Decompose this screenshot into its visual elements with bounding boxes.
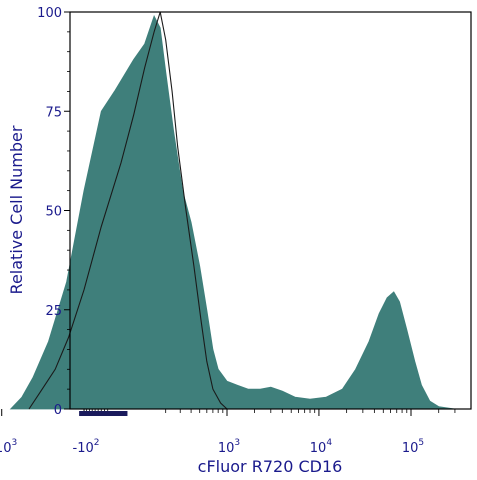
histogram-area-0 bbox=[9, 14, 455, 410]
y-tick-label: 0 bbox=[54, 403, 62, 418]
y-tick-label: 100 bbox=[37, 6, 62, 21]
x-tick-label: 104 bbox=[310, 438, 333, 456]
x-tick-label: -103 bbox=[0, 438, 17, 456]
x-zero-region-marker bbox=[79, 411, 128, 416]
y-tick-label: 75 bbox=[45, 105, 62, 120]
x-axis-ticks: -103 -102 103 104 105 bbox=[0, 409, 456, 456]
y-tick-label: 50 bbox=[45, 205, 62, 220]
y-axis-title: Relative Cell Number bbox=[7, 125, 26, 294]
x-axis-title: cFluor R720 CD16 bbox=[198, 457, 343, 476]
x-tick-label: -102 bbox=[73, 438, 100, 456]
y-axis-ticks: 0 25 50 75 100 bbox=[37, 6, 70, 418]
y-tick-label: 25 bbox=[45, 304, 62, 319]
x-tick-label: 105 bbox=[402, 438, 424, 456]
x-tick-label: 103 bbox=[218, 438, 240, 456]
